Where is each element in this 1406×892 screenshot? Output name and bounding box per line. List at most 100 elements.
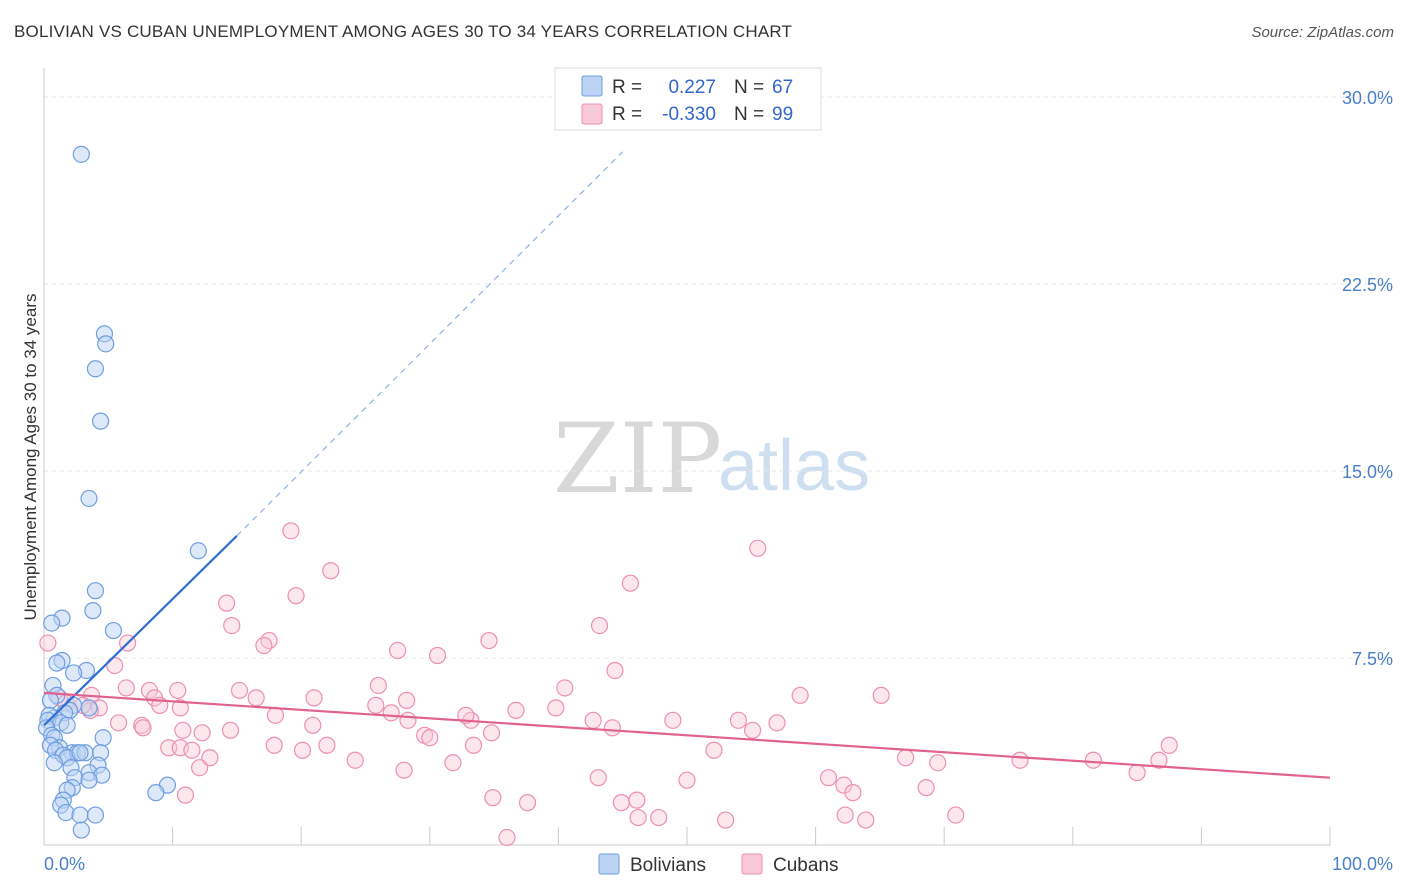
legend-r-value-cubans: -0.330 — [662, 104, 716, 125]
cuban-point — [507, 701, 525, 719]
cuban-point — [106, 656, 124, 675]
cuban-point — [389, 641, 407, 660]
legend-swatch-bolivians — [581, 75, 603, 97]
cuban-point — [260, 631, 278, 650]
cuban-point — [305, 689, 323, 707]
cuban-point — [191, 759, 209, 777]
bolivian-point — [72, 821, 90, 839]
legend-n-label-cubans: N = — [734, 104, 764, 125]
cuban-point — [247, 689, 265, 707]
cuban-point — [369, 676, 387, 695]
bolivian-point — [58, 716, 76, 734]
cuban-point — [428, 646, 447, 665]
cuban-point — [176, 786, 195, 804]
cuban-point — [929, 754, 947, 772]
cuban-point — [395, 761, 413, 779]
legend-swatch-cubans — [581, 103, 603, 125]
bolivian-trend-extension — [236, 151, 624, 537]
y-tick-label-2: 22.5% — [1342, 275, 1393, 295]
bolivian-point — [147, 784, 165, 802]
cuban-point — [716, 811, 735, 829]
cuban-point — [464, 736, 483, 754]
bolivian-point — [43, 614, 61, 632]
cuban-point — [484, 789, 502, 807]
cuban-point — [183, 741, 201, 759]
bolivian-point — [72, 145, 90, 163]
cuban-point — [897, 749, 915, 767]
cuban-point — [39, 634, 57, 652]
bolivian-point — [48, 654, 66, 672]
cuban-point — [1128, 764, 1146, 782]
bolivian-point — [97, 335, 115, 353]
cuban-point — [304, 716, 322, 734]
cuban-point — [664, 711, 682, 729]
cuban-point — [547, 699, 565, 717]
cuban-point — [367, 696, 385, 714]
bolivian-point — [45, 754, 63, 772]
bolivian-point — [71, 744, 89, 762]
cuban-point — [589, 769, 607, 787]
legend-r-value-bolivians: 0.227 — [668, 77, 716, 98]
cuban-point — [193, 724, 211, 742]
legend-r-label-bolivians: R = — [612, 77, 642, 98]
cuban-point — [844, 784, 862, 802]
gridlines — [44, 96, 1390, 659]
bottom-legend-swatch-bolivians — [598, 853, 620, 875]
cuban-point — [603, 719, 622, 737]
cuban-point — [318, 736, 336, 754]
bolivian-point — [71, 806, 89, 824]
cuban-point — [606, 661, 624, 680]
cuban-point — [705, 741, 723, 759]
cuban-point — [444, 754, 462, 772]
cuban-point — [282, 522, 300, 540]
bolivian-point — [80, 699, 98, 717]
bottom-legend: Bolivians Cubans — [598, 853, 839, 876]
bolivian-points — [37, 145, 207, 839]
cuban-point — [590, 616, 609, 635]
cuban-point — [265, 736, 283, 754]
cuban-point — [749, 539, 767, 557]
bolivian-point — [64, 664, 83, 682]
cuban-point — [791, 686, 809, 705]
cuban-point — [556, 679, 574, 697]
cuban-point — [629, 808, 647, 827]
cuban-point — [293, 741, 312, 759]
bolivian-point — [91, 412, 110, 430]
cuban-point — [650, 808, 668, 827]
cuban-point — [857, 811, 875, 829]
cuban-point — [621, 574, 640, 592]
bolivian-point — [86, 582, 105, 600]
cuban-point — [230, 681, 249, 700]
bolivian-point — [84, 602, 102, 620]
cuban-point — [398, 691, 416, 709]
bottom-legend-bolivians: Bolivians — [630, 855, 706, 876]
cuban-point — [346, 751, 364, 769]
cuban-point — [218, 594, 236, 612]
cuban-point — [171, 699, 189, 717]
cuban-point — [498, 828, 516, 847]
chart-title: BOLIVIAN VS CUBAN UNEMPLOYMENT AMONG AGE… — [14, 22, 793, 41]
bottom-legend-cubans: Cubans — [773, 855, 839, 876]
cuban-point — [917, 779, 935, 797]
cuban-point — [836, 806, 854, 824]
cuban-point — [1160, 736, 1178, 754]
cuban-point — [1011, 751, 1029, 769]
legend-n-value-bolivians: 67 — [772, 77, 793, 98]
cuban-point — [117, 679, 135, 697]
bolivian-trend-line — [43, 535, 238, 727]
cuban-point — [399, 711, 417, 729]
y-tick-label-0: 7.5% — [1352, 649, 1393, 669]
x-tick-label-1: 100.0% — [1332, 854, 1393, 874]
legend-n-label-bolivians: N = — [734, 77, 764, 98]
trend-lines — [43, 151, 1331, 779]
legend-r-label-cubans: R = — [612, 104, 642, 125]
cuban-point — [947, 806, 965, 824]
y-tick-label-3: 30.0% — [1342, 88, 1393, 108]
cuban-point — [287, 587, 305, 605]
bolivian-point — [189, 542, 207, 560]
legend-n-value-cubans: 99 — [772, 104, 793, 125]
cuban-point — [628, 791, 646, 809]
cuban-point — [584, 711, 602, 729]
cuban-point — [322, 562, 340, 580]
